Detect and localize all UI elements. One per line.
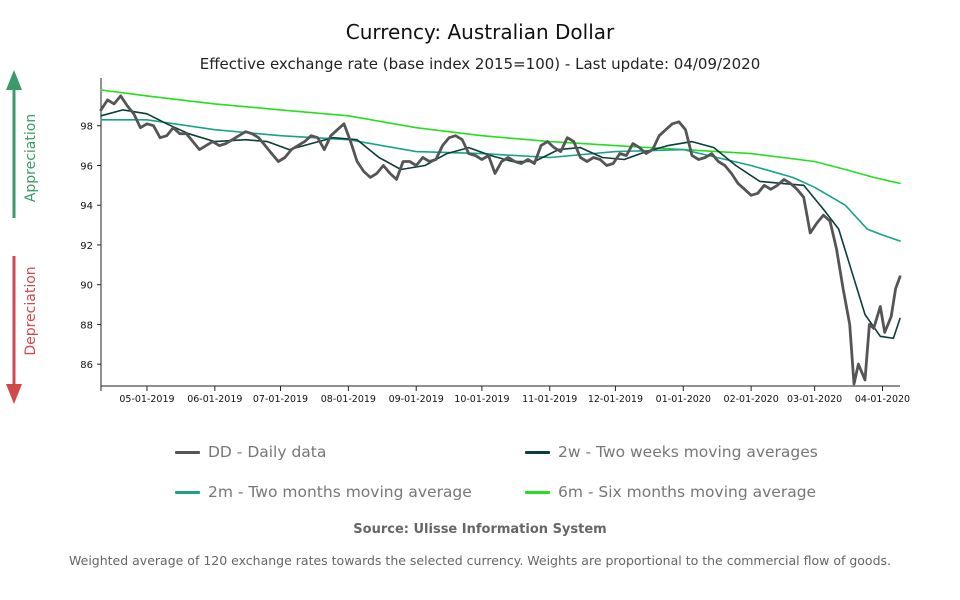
y-tick-label: 86 (80, 360, 93, 371)
chart-subtitle: Effective exchange rate (base index 2015… (199, 55, 761, 73)
legend-six-months-label: 6m - Six months moving average (558, 483, 817, 501)
y-tick-label: 92 (80, 241, 93, 252)
x-tick-label: 10-01-2019 (454, 394, 509, 405)
side-arrows (6, 70, 22, 404)
x-tick-label: 07-01-2019 (253, 394, 308, 405)
depreciation-label: Depreciation (23, 266, 39, 356)
chart-axes: 86 88 90 92 94 96 98 05-01-2019 06-01-2019 07-01-… (80, 78, 910, 405)
legend-two-weeks[interactable]: 2w - Two weeks moving averages (525, 443, 818, 461)
legend-two-months-swatch (175, 490, 200, 494)
legend-daily[interactable]: DD - Daily data (175, 443, 326, 461)
footnote-text: Weighted average of 120 exchange rates t… (69, 553, 891, 568)
legend-daily-swatch (175, 450, 200, 454)
x-tick-label: 03-01-2020 (787, 394, 842, 405)
series-two-months-line (100, 119, 901, 242)
appreciation-label: Appreciation (23, 113, 39, 203)
x-tick-label: 11-01-2019 (522, 394, 577, 405)
x-tick-label: 08-01-2019 (321, 394, 376, 405)
appreciation-arrow-head (6, 70, 22, 90)
legend-two-weeks-swatch (525, 450, 550, 454)
y-tick-label: 96 (80, 161, 93, 172)
x-tick-label: 06-01-2019 (187, 394, 242, 405)
series-layer (99, 89, 902, 386)
legend-two-months-label: 2m - Two months moving average (208, 483, 472, 501)
y-tick-label: 94 (80, 201, 93, 212)
legend-two-months[interactable]: 2m - Two months moving average (175, 483, 472, 501)
series-daily-line (99, 94, 902, 386)
y-tick-label: 98 (80, 122, 93, 133)
legend-two-weeks-label: 2w - Two weeks moving averages (558, 443, 818, 461)
x-tick-label: 12-01-2019 (588, 394, 643, 405)
legend-daily-label: DD - Daily data (208, 443, 327, 461)
chart-title: Currency: Australian Dollar (345, 20, 615, 44)
legend-six-months[interactable]: 6m - Six months moving average (525, 483, 816, 501)
series-six-months-line (100, 89, 901, 185)
x-tick-label: 04-01-2020 (855, 394, 910, 405)
y-tick-label: 88 (80, 320, 93, 331)
y-tick-label: 90 (80, 281, 93, 292)
x-tick-label: 01-01-2020 (656, 394, 711, 405)
x-tick-label: 05-01-2019 (119, 394, 174, 405)
depreciation-arrow-head (6, 384, 22, 404)
legend-six-months-swatch (525, 490, 550, 494)
x-tick-label: 09-01-2019 (389, 394, 444, 405)
source-text: Source: Ulisse Information System (353, 522, 607, 537)
x-tick-label: 02-01-2020 (724, 394, 779, 405)
